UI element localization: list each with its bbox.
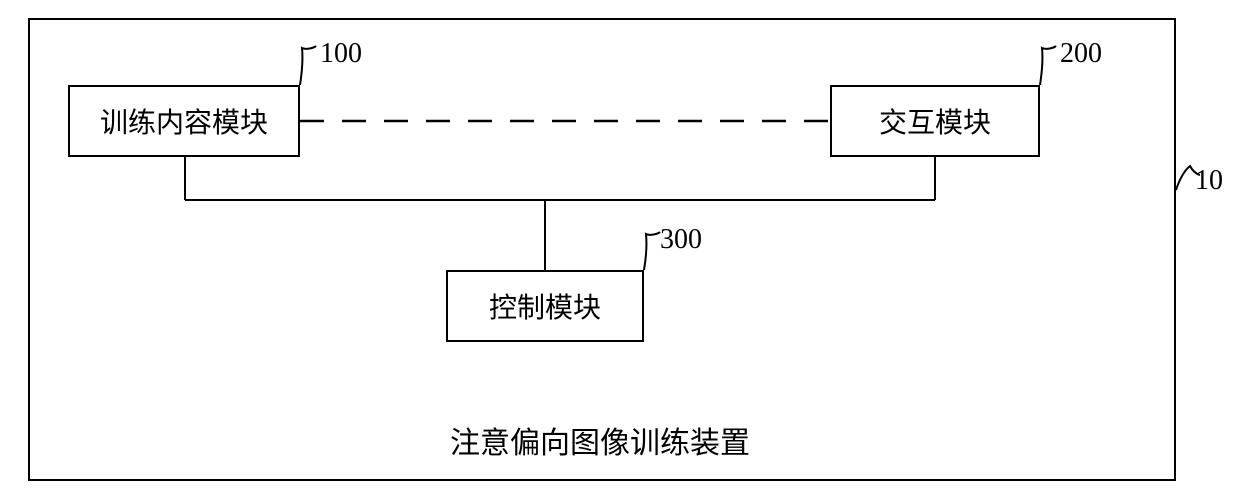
node-control-label: 控制模块 [489, 286, 601, 326]
ref-label-300: 300 [660, 224, 702, 256]
diagram-caption: 注意偏向图像训练装置 [450, 418, 750, 462]
ref-label-100: 100 [320, 38, 362, 70]
node-train-content: 训练内容模块 [68, 85, 300, 157]
node-interact-label: 交互模块 [879, 101, 991, 141]
node-train-label: 训练内容模块 [100, 101, 268, 141]
node-control: 控制模块 [446, 270, 644, 342]
diagram-canvas: 训练内容模块 交互模块 控制模块 100 200 300 10 注意偏向图像训练… [0, 0, 1239, 501]
ref-label-200: 200 [1060, 38, 1102, 70]
node-interaction: 交互模块 [830, 85, 1040, 157]
ref-label-10: 10 [1195, 165, 1223, 197]
